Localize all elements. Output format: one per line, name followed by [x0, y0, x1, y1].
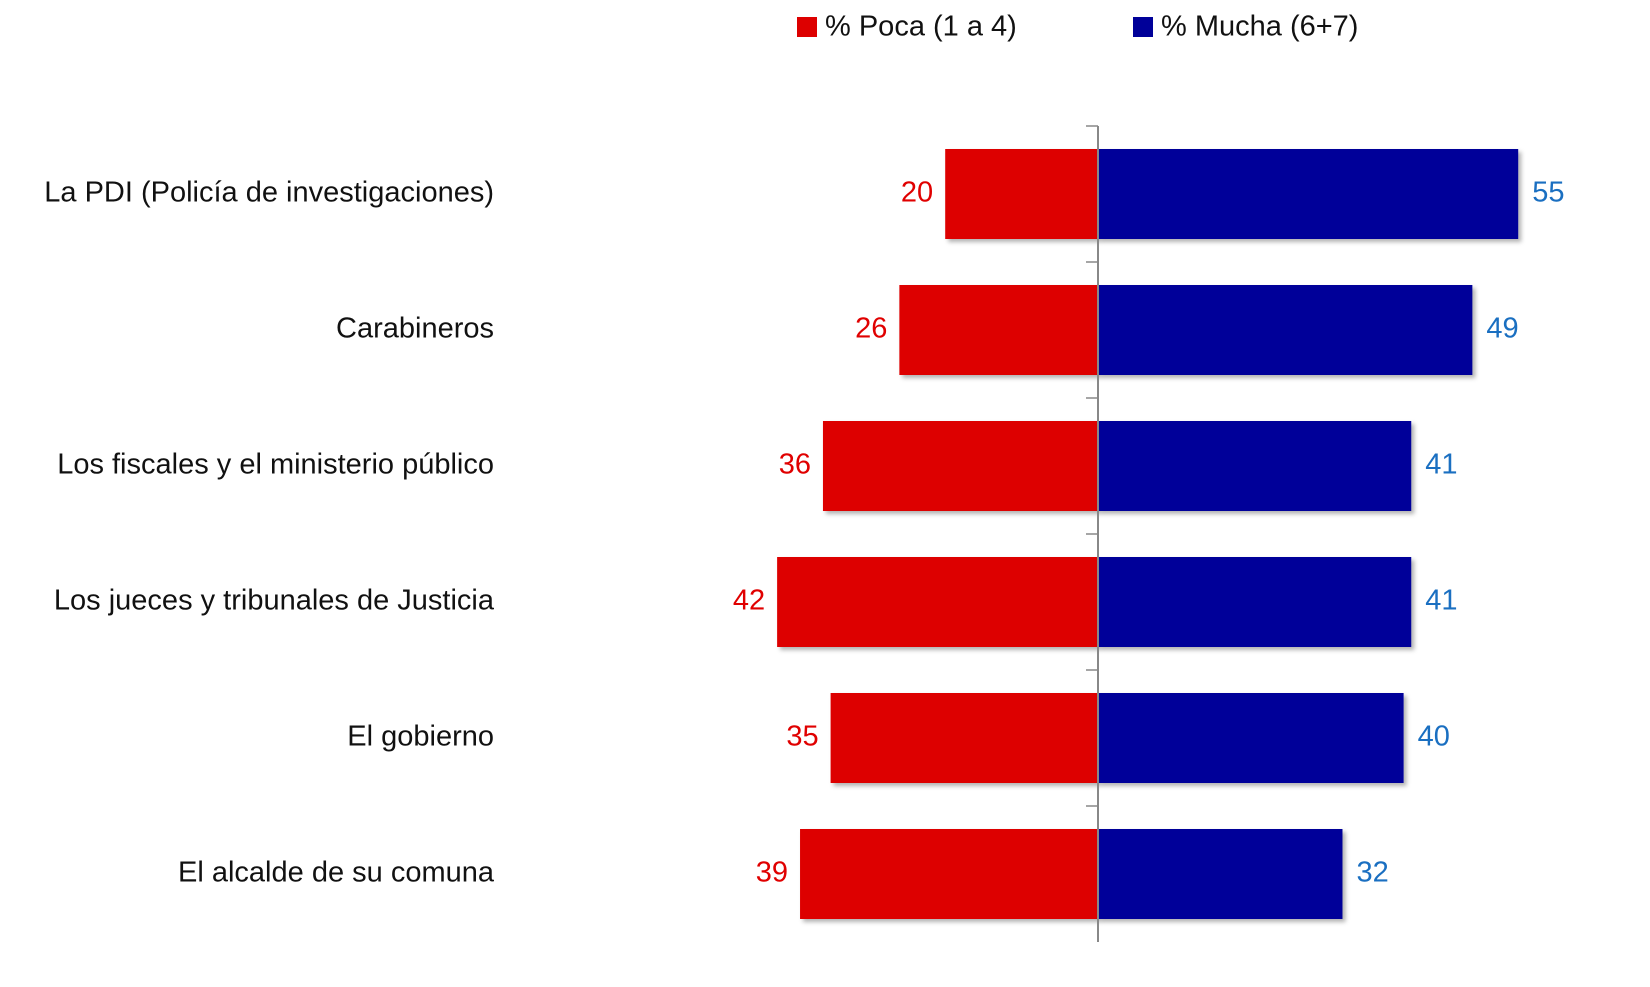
- value-label: 39: [756, 857, 788, 889]
- bar: [945, 149, 1098, 239]
- bar: [1098, 149, 1519, 239]
- value-label: 36: [779, 449, 811, 481]
- category-label: Los fiscales y el ministerio público: [57, 449, 494, 481]
- value-label: 26: [855, 313, 887, 345]
- value-label: 40: [1418, 721, 1450, 753]
- bar: [899, 285, 1098, 375]
- value-label: 35: [786, 721, 818, 753]
- bar: [777, 557, 1098, 647]
- bar: [800, 829, 1098, 919]
- value-label: 42: [733, 585, 765, 617]
- bar: [1098, 829, 1343, 919]
- bar: [1098, 285, 1473, 375]
- bar: [1098, 557, 1412, 647]
- value-label: 41: [1425, 449, 1457, 481]
- legend-label: % Mucha (6+7): [1161, 11, 1358, 43]
- category-label: El gobierno: [347, 721, 494, 753]
- value-label: 49: [1486, 313, 1518, 345]
- category-label: Los jueces y tribunales de Justicia: [54, 585, 495, 617]
- legend-swatch: [1133, 17, 1153, 37]
- legend-swatch: [797, 17, 817, 37]
- category-label: El alcalde de su comuna: [178, 857, 495, 889]
- category-label: La PDI (Policía de investigaciones): [44, 177, 494, 209]
- legend-label: % Poca (1 a 4): [825, 11, 1017, 43]
- value-label: 20: [901, 177, 933, 209]
- value-label: 55: [1532, 177, 1564, 209]
- bar: [822, 421, 1098, 511]
- category-label: Carabineros: [336, 313, 494, 345]
- bar: [1098, 693, 1404, 783]
- bar: [1098, 421, 1412, 511]
- value-label: 41: [1425, 585, 1457, 617]
- bar: [830, 693, 1098, 783]
- value-label: 32: [1356, 857, 1388, 889]
